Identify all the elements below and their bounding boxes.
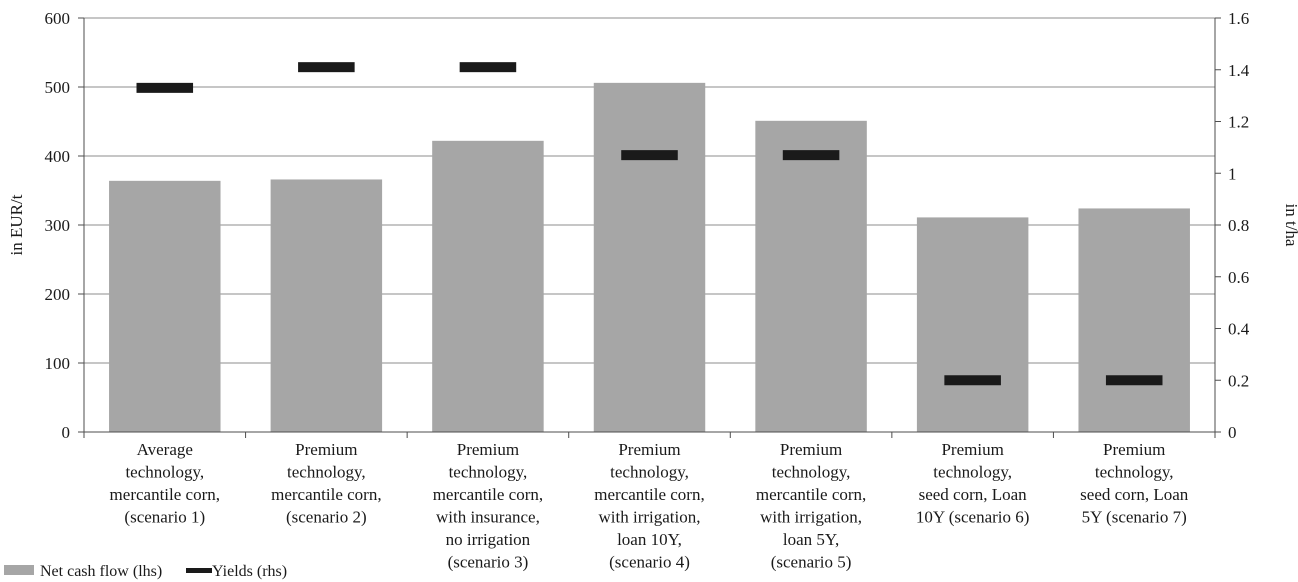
category-labels: Average technology, mercantile corn, (scena… [110, 440, 1189, 572]
marker-series [136, 62, 1163, 386]
category-label: Premium technology, mercantile corn, with i… [594, 440, 704, 572]
category-label-line: mercantile corn, [433, 485, 543, 504]
category-label-line: Average [137, 440, 193, 459]
category-label-line: 10Y (scenario 6) [916, 508, 1030, 527]
bar [593, 82, 706, 433]
right-tick-label: 1.4 [1228, 61, 1250, 80]
bar [916, 217, 1029, 432]
category-label-line: 5Y (scenario 7) [1082, 508, 1187, 527]
right-tick-label: 0.4 [1228, 320, 1250, 339]
category-label-line: (scenario 3) [448, 553, 529, 572]
bar [1078, 208, 1190, 432]
left-axis-title: in EUR/t [7, 194, 26, 255]
category-label-line: Premium [457, 440, 519, 459]
category-label-line: Premium [295, 440, 357, 459]
category-label: Premium technology, mercantile corn, with i… [433, 440, 543, 572]
bar [109, 180, 221, 432]
right-tick-label: 1.6 [1228, 9, 1249, 28]
right-tick-label: 1 [1228, 164, 1237, 183]
category-label: Premium technology, seed corn, Loan 5Y (sce… [1080, 440, 1189, 527]
category-label-line: (scenario 2) [286, 508, 367, 527]
category-label-line: seed corn, Loan [919, 485, 1028, 504]
bar [270, 179, 383, 432]
left-tick-label: 300 [45, 216, 71, 235]
left-axis-ticks: 0 100 200 300 400 500 600 [45, 9, 71, 442]
legend-label-yields: Yields (rhs) [212, 563, 287, 580]
category-label-line: mercantile corn, [594, 485, 704, 504]
category-label-line: Premium [780, 440, 842, 459]
legend-label-net-cash-flow: Net cash flow (lhs) [40, 563, 162, 580]
category-label-line: technology, [287, 463, 366, 482]
bar-series [109, 82, 1190, 433]
yield-marker [459, 62, 517, 73]
category-label: Average technology, mercantile corn, (scena… [110, 440, 220, 527]
right-axis-ticks: 0 0.2 0.4 0.6 0.8 1 1.2 1.4 1.6 [1228, 9, 1250, 442]
yield-marker [1105, 375, 1163, 386]
category-label-line: no irrigation [446, 530, 531, 549]
legend-swatch-yields [186, 568, 212, 573]
left-tick-label: 500 [45, 78, 71, 97]
right-tick-label: 0.2 [1228, 371, 1249, 390]
category-label-line: seed corn, Loan [1080, 485, 1189, 504]
category-label-line: loan 5Y, [783, 530, 839, 549]
category-label-line: (scenario 5) [771, 553, 852, 572]
category-label-line: (scenario 4) [609, 553, 690, 572]
category-label-line: technology, [772, 463, 851, 482]
category-label-line: technology, [1095, 463, 1174, 482]
category-label-line: (scenario 1) [124, 508, 205, 527]
category-label: Premium technology, mercantile corn, (scena… [271, 440, 381, 527]
category-label-line: mercantile corn, [110, 485, 220, 504]
category-label-line: with insurance, [436, 508, 540, 527]
category-label: Premium technology, mercantile corn, with i… [756, 440, 866, 572]
right-tick-label: 1.2 [1228, 113, 1249, 132]
right-tick-label: 0.6 [1228, 268, 1249, 287]
category-label-line: with irrigation, [599, 508, 701, 527]
left-tick-label: 400 [45, 147, 71, 166]
right-tick-label: 0 [1228, 423, 1237, 442]
left-tick-label: 200 [45, 285, 71, 304]
category-label-line: Premium [1103, 440, 1165, 459]
category-label-line: mercantile corn, [271, 485, 381, 504]
yield-marker [136, 82, 194, 93]
left-tick-label: 0 [62, 423, 71, 442]
axes [78, 17, 1221, 438]
bar [432, 140, 544, 432]
right-axis-title: in t/ha [1282, 204, 1298, 247]
category-label-line: technology, [449, 463, 528, 482]
category-label-line: technology, [610, 463, 689, 482]
category-label-line: mercantile corn, [756, 485, 866, 504]
category-label-line: with irrigation, [760, 508, 862, 527]
legend: Net cash flow (lhs) Yields (rhs) [4, 563, 287, 580]
right-tick-label: 0.8 [1228, 216, 1249, 235]
category-label: Premium technology, seed corn, Loan 10Y (sc… [916, 440, 1030, 527]
category-label-line: Premium [941, 440, 1003, 459]
left-tick-label: 100 [45, 354, 71, 373]
yield-marker [782, 150, 840, 161]
yield-marker [944, 375, 1001, 386]
yield-marker [621, 150, 678, 161]
category-label-line: technology, [125, 463, 204, 482]
legend-swatch-net-cash-flow [4, 565, 34, 575]
left-tick-label: 600 [45, 9, 71, 28]
bar [755, 120, 867, 432]
category-label-line: loan 10Y, [617, 530, 682, 549]
category-label-line: technology, [933, 463, 1012, 482]
category-label-line: Premium [618, 440, 680, 459]
yield-marker [298, 62, 355, 73]
